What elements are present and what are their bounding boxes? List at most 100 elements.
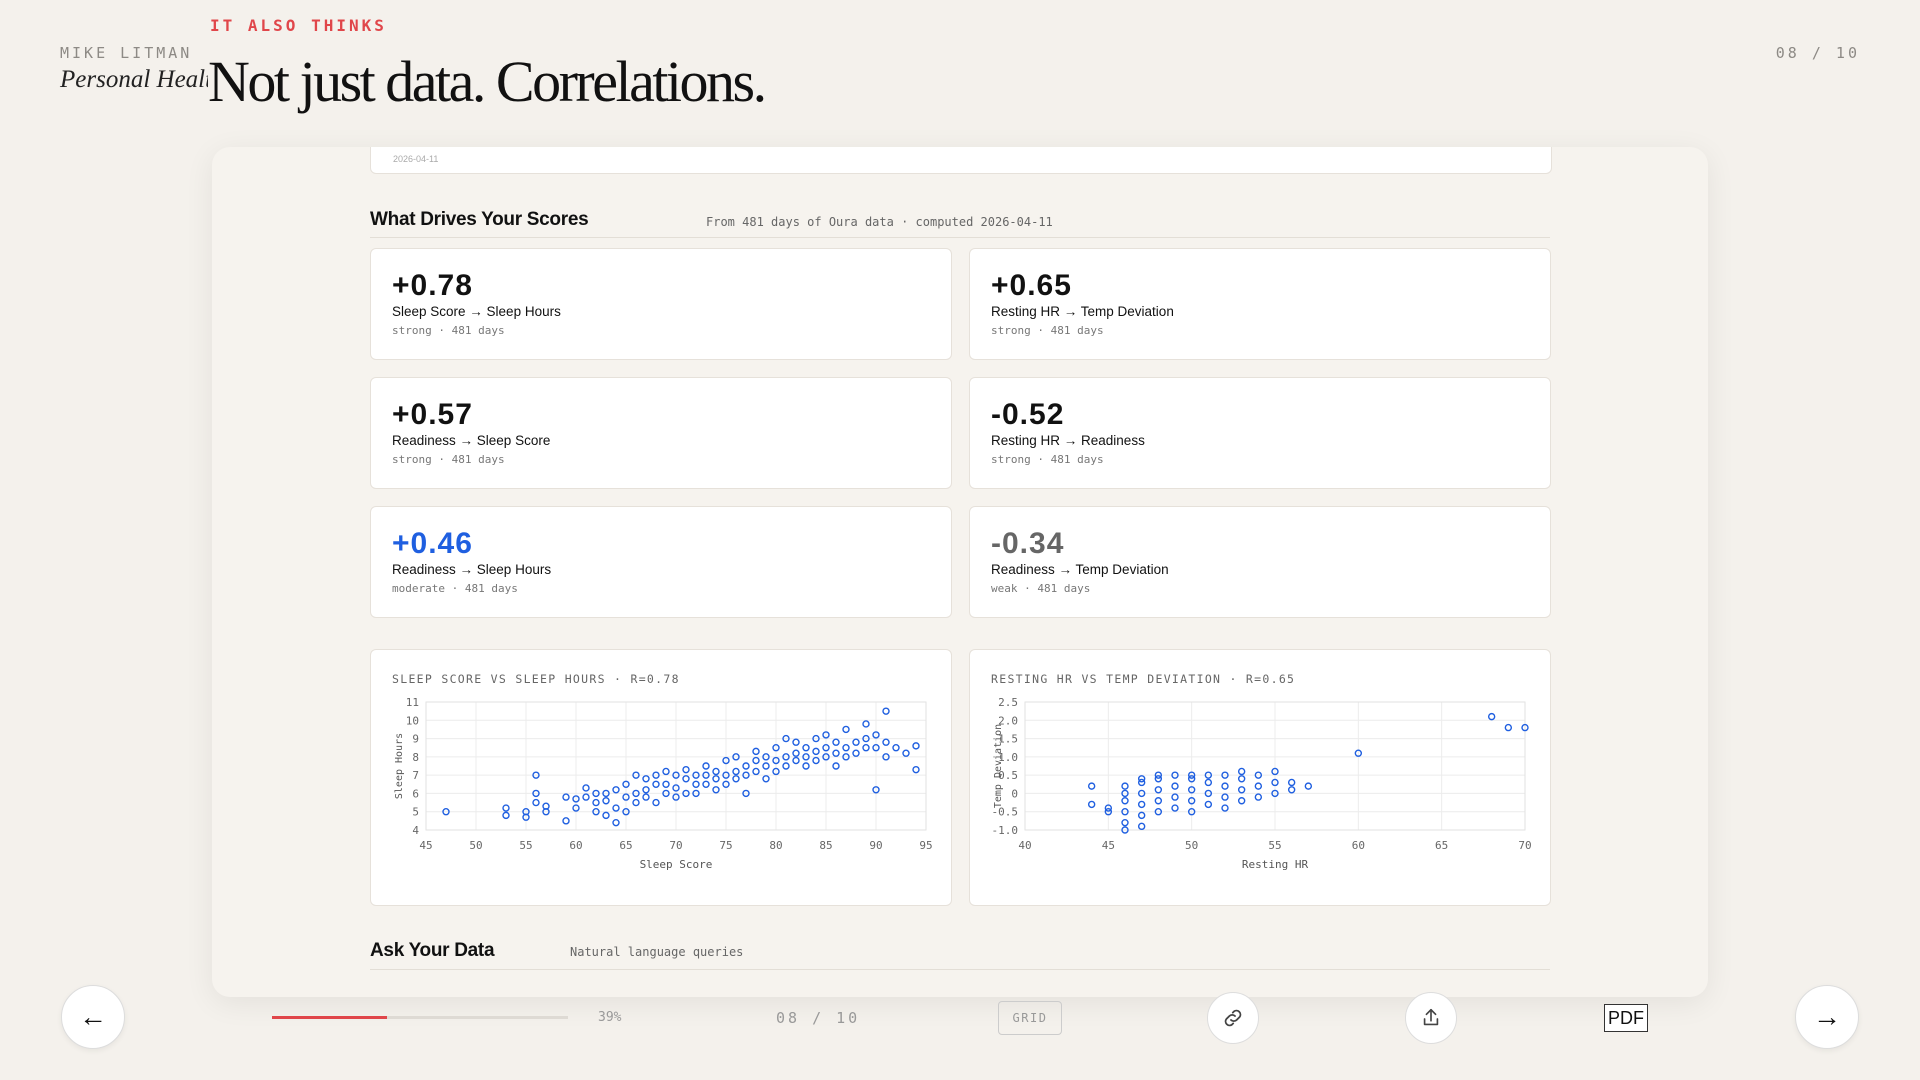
prev-slide-button[interactable]: ←	[61, 985, 125, 1049]
scatter-point	[442, 808, 450, 816]
scatter-point	[582, 784, 590, 792]
scatter-point	[872, 786, 880, 794]
previous-card-edge: 2026-04-11	[370, 147, 1552, 174]
scatter-point	[662, 767, 670, 776]
y-tick-label: 10	[406, 714, 419, 727]
scatter-point	[1521, 723, 1529, 732]
x-tick-label: 45	[419, 839, 432, 852]
scatter-point	[622, 793, 630, 801]
scatter-point	[1104, 808, 1113, 816]
y-tick-label: 9	[412, 733, 419, 746]
scatter-point	[722, 771, 730, 779]
correlation-label: Resting HR → Readiness	[991, 433, 1145, 448]
x-tick-label: 40	[1018, 839, 1031, 852]
scatter-point	[812, 747, 820, 756]
scatter-point	[682, 789, 690, 798]
scatter-point	[522, 813, 530, 821]
scatter-chart-hr: 40 45 50 55 60 65 70 -1.0 -0.5 0 0.5 1.0 1.5 2.0 2.5 Re…	[992, 696, 1532, 871]
scatter-point	[642, 786, 650, 794]
scatter-point	[532, 771, 540, 779]
scatter-point	[612, 818, 620, 827]
scatter-point	[752, 756, 760, 765]
scatter-point	[542, 808, 550, 816]
scatter-point	[692, 789, 700, 798]
correlation-card: -0.52 Resting HR → Readiness strong · 481 …	[969, 377, 1551, 489]
y-tick-label: 0.5	[998, 769, 1018, 782]
scatter-point	[802, 762, 810, 770]
scatter-point	[592, 789, 600, 798]
scatter-point	[572, 795, 580, 803]
scatter-point	[1087, 800, 1096, 809]
scatter-point	[572, 804, 580, 812]
scatter-point	[672, 793, 680, 801]
scatter-point	[1271, 778, 1279, 787]
scatter-point	[812, 756, 820, 765]
scatter-point	[652, 780, 660, 788]
scatter-point	[622, 808, 630, 816]
scatter-point	[1254, 771, 1263, 779]
scatter-point	[682, 765, 690, 774]
x-tick-label: 90	[869, 839, 882, 852]
scatter-point	[672, 784, 680, 792]
copy-link-button[interactable]	[1207, 992, 1259, 1044]
scatter-point	[712, 786, 720, 794]
grid-view-button[interactable]: GRID	[998, 1001, 1062, 1035]
scatter-point	[802, 744, 810, 752]
y-tick-label: 1.0	[998, 751, 1018, 764]
x-tick-label: 65	[619, 839, 632, 852]
slide-frame: 2026-04-11 What Drives Your Scores From …	[212, 147, 1708, 997]
next-slide-button[interactable]: →	[1795, 985, 1859, 1049]
progress-bar[interactable]	[272, 1016, 568, 1019]
scatter-point	[672, 771, 680, 779]
x-tick-label: 60	[569, 839, 582, 852]
scatter-point	[612, 804, 620, 812]
scatter-point	[1221, 804, 1229, 812]
correlation-meta: strong · 481 days	[392, 324, 505, 337]
section-title-ask: Ask Your Data	[370, 940, 495, 961]
scatter-point	[1171, 804, 1179, 812]
scatter-point	[832, 738, 840, 746]
scatter-point	[1154, 775, 1163, 783]
pdf-download-button[interactable]: PDF	[1604, 1004, 1648, 1032]
correlation-label: Readiness → Sleep Hours	[392, 562, 552, 577]
scatter-point	[1121, 826, 1129, 834]
plot-area	[425, 701, 927, 831]
scatter-point	[602, 797, 610, 805]
scatter-point	[722, 756, 730, 765]
y-axis-label: Temp Deviation	[993, 724, 1004, 808]
scatter-point	[1171, 782, 1179, 790]
y-tick-label: 2.5	[998, 696, 1018, 709]
scatter-point	[852, 738, 860, 746]
scatter-point	[1237, 797, 1246, 805]
arrow-left-icon: ←	[79, 1001, 107, 1032]
x-tick-label: 60	[1352, 839, 1365, 852]
scatter-point	[602, 789, 610, 798]
scatter-point	[912, 765, 920, 774]
scatter-point	[842, 744, 850, 752]
share-button[interactable]	[1405, 992, 1457, 1044]
x-tick-label: 70	[669, 839, 682, 852]
scatter-point	[612, 786, 620, 794]
chart-title-sleep: SLEEP SCORE VS SLEEP HOURS · R=0.78	[392, 672, 680, 686]
scatter-point	[892, 744, 900, 752]
y-tick-label: 7	[412, 769, 419, 782]
chart-card-sleep: SLEEP SCORE VS SLEEP HOURS · R=0.78 45 50…	[370, 649, 952, 906]
correlation-value: -0.52	[991, 398, 1065, 431]
scatter-point	[1287, 786, 1296, 794]
y-tick-label: 6	[412, 787, 419, 800]
scatter-point	[1271, 767, 1279, 776]
correlation-meta: weak · 481 days	[991, 582, 1091, 595]
scatter-point	[1354, 749, 1363, 757]
correlation-meta: strong · 481 days	[991, 324, 1104, 337]
slide-headline: Not just data. Correlations.	[208, 48, 771, 116]
scatter-point	[1254, 782, 1263, 790]
scatter-point	[1171, 793, 1179, 801]
chart-title-hr: RESTING HR VS TEMP DEVIATION · R=0.65	[991, 672, 1296, 686]
section-title-drivers: What Drives Your Scores	[370, 209, 589, 230]
scatter-point	[652, 771, 660, 779]
x-tick-label: 55	[519, 839, 532, 852]
scatter-point	[1304, 782, 1313, 790]
scatter-point	[1154, 786, 1163, 794]
x-tick-label: 85	[819, 839, 832, 852]
